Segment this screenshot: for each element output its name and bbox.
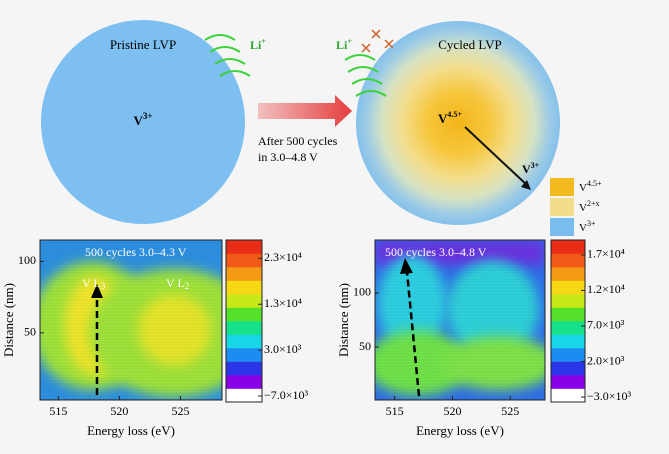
heatmap-image [375, 240, 545, 400]
colorbar-band [226, 240, 262, 254]
colorbar-frame [550, 239, 586, 403]
heatmap-image [40, 240, 222, 400]
x-axis-label: Energy loss (eV) [416, 423, 504, 438]
legend-swatch [550, 198, 574, 216]
colorbar-band [226, 348, 262, 362]
heatmap-blob [440, 336, 545, 391]
heatmaps: 500 cycles 3.0–4.3 V V L3 V L2 515 520 525 50 1… [1, 239, 632, 438]
colorbar-band [551, 321, 585, 335]
x-tick-label: 515 [386, 404, 404, 418]
colorbar-band [551, 240, 585, 254]
legend-swatch [550, 218, 574, 236]
colorbar-band [226, 294, 262, 308]
pristine-ion: V3+ [133, 111, 152, 128]
y-tick-label: 50 [359, 339, 371, 353]
colorbar-tick-label: 1.7×10⁴ [587, 247, 625, 261]
y-axis-label: Distance (nm) [1, 283, 16, 357]
colorbar-band [551, 375, 585, 389]
pristine-particle [41, 20, 245, 224]
heatmap-blob [446, 260, 540, 358]
gradient-arrow [464, 126, 529, 187]
legend-label: V2+x [579, 199, 599, 214]
colorbar-tick-label: −7.0×10³ [264, 388, 309, 402]
y-tick-label: 100 [353, 285, 371, 299]
pristine-title: Pristine LVP [110, 37, 176, 52]
colorbar-band [551, 267, 585, 281]
y-tick-label: 50 [24, 325, 36, 339]
trend-arrow [405, 271, 421, 397]
colorbar-tick-label: 7.0×10³ [587, 318, 625, 332]
heatmap-blob [137, 294, 212, 366]
x-tick-label: 525 [171, 404, 189, 418]
transition-text: in 3.0–4.8 V [258, 150, 318, 164]
heatmap-blob [377, 255, 447, 353]
gradient-arrowhead [521, 180, 531, 190]
colorbar-band [226, 388, 262, 403]
x-tick-label: 520 [443, 404, 461, 418]
colorbar-band [226, 307, 262, 322]
heatmap-blob [375, 330, 470, 396]
transition-arrow [258, 95, 352, 127]
colorbar-band [226, 321, 262, 335]
colorbar-tick-label: −3.0×10³ [587, 389, 632, 403]
colorbar-tick-label: 2.0×10³ [587, 353, 625, 367]
colorbar-band [551, 307, 585, 322]
colorbar-band [226, 375, 262, 389]
trend-arrowhead [91, 284, 103, 298]
x-tick-label: 520 [110, 404, 128, 418]
peak-label: V L2 [166, 276, 189, 291]
x-tick-label: 525 [501, 404, 519, 418]
pristine-li: Li+ [250, 37, 266, 52]
cycled-core: V4.5+ [438, 110, 462, 126]
colorbar-band [551, 361, 585, 376]
y-tick-label: 100 [18, 253, 36, 267]
y-axis-label: Distance (nm) [336, 283, 351, 357]
panel-title: 500 cycles 3.0–4.8 V [385, 245, 487, 259]
plot-frame [39, 239, 223, 401]
colorbar-tick-label: 1.2×10⁴ [587, 282, 625, 296]
cycled-title: Cycled LVP [438, 37, 501, 52]
panel-title: 500 cycles 3.0–4.3 V [85, 245, 187, 259]
transition-text: After 500 cycles [258, 134, 338, 148]
legend-label: V3+ [579, 219, 596, 234]
trend-arrowhead [400, 258, 413, 274]
colorbar-band [551, 294, 585, 308]
li-arrows [204, 34, 251, 77]
colorbar-band [551, 334, 585, 349]
colorbar-tick-label: 1.3×10⁴ [264, 296, 302, 310]
colorbar-tick-label: 2.3×10⁴ [264, 250, 302, 264]
blocked-marks [361, 29, 394, 53]
colorbar-band [226, 253, 262, 268]
colorbar-band [551, 253, 585, 268]
x-tick-label: 515 [49, 404, 67, 418]
colorbar-tick-label: 3.0×10³ [264, 342, 302, 356]
colorbar-band [551, 388, 585, 403]
peak-label: V L3 [82, 276, 106, 291]
colorbar-band [226, 334, 262, 349]
plot-frame [374, 239, 546, 401]
colorbar-band [226, 267, 262, 281]
colorbar-band [551, 280, 585, 295]
x-axis-label: Energy loss (eV) [87, 423, 175, 438]
colorbar-band [551, 348, 585, 362]
legend-swatch [550, 178, 574, 196]
colorbar-frame [225, 239, 263, 403]
li-arrows [344, 54, 387, 97]
legend: V4.5+ V2+x V3+ [550, 178, 602, 236]
cycled-li: Li+ [336, 37, 352, 52]
cycled-particle [356, 21, 560, 225]
legend-label: V4.5+ [579, 179, 602, 194]
cycled-edge: V3+ [522, 161, 540, 176]
colorbar-band [226, 280, 262, 295]
colorbar-band [226, 361, 262, 376]
